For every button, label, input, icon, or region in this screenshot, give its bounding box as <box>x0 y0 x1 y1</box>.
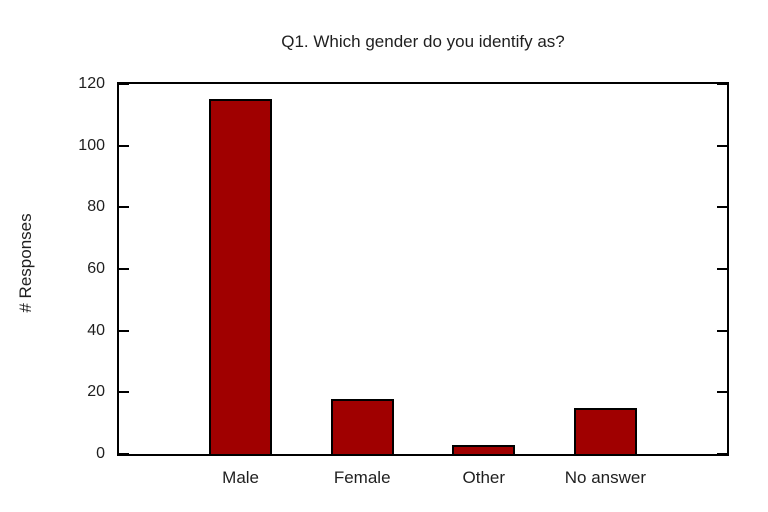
x-tick-label: No answer <box>564 468 647 487</box>
y-tick-mark <box>717 329 727 332</box>
y-tick-mark <box>717 268 727 270</box>
y-tick-label: 60 <box>87 260 105 277</box>
y-tick-mark <box>717 391 727 394</box>
y-tick-mark <box>119 391 129 394</box>
x-tick-label: Other <box>462 468 506 487</box>
y-tick-mark <box>717 206 727 209</box>
y-tick-mark <box>717 144 727 147</box>
y-tick-label: 80 <box>87 198 105 216</box>
y-tick-label: 0 <box>96 445 105 462</box>
bar-no-answer <box>573 407 637 454</box>
y-axis-tick-labels: 0 20 40 60 80 100 120 <box>0 75 105 462</box>
y-tick-label: 20 <box>87 383 105 401</box>
y-tick-mark <box>119 83 129 85</box>
y-tick-mark <box>119 206 129 209</box>
bar-female <box>330 398 394 454</box>
x-axis-tick-labels: Male Female Other No answer <box>119 468 727 490</box>
y-tick-mark <box>119 144 129 147</box>
bar-male <box>209 99 273 454</box>
chart-title: Q1. Which gender do you identify as? <box>281 32 565 51</box>
x-tick-label: Male <box>222 468 260 487</box>
y-tick-label: 100 <box>78 136 105 154</box>
x-tick-label: Female <box>333 468 391 487</box>
plot-area <box>117 82 729 456</box>
y-tick-mark <box>717 83 727 85</box>
y-tick-mark <box>119 453 129 455</box>
plot-inner <box>119 83 727 455</box>
y-tick-mark <box>119 329 129 332</box>
bar-other <box>452 444 516 454</box>
y-tick-mark <box>717 453 727 455</box>
y-tick-label: 40 <box>87 321 105 339</box>
y-tick-mark <box>119 268 129 270</box>
y-tick-label: 120 <box>78 75 105 92</box>
